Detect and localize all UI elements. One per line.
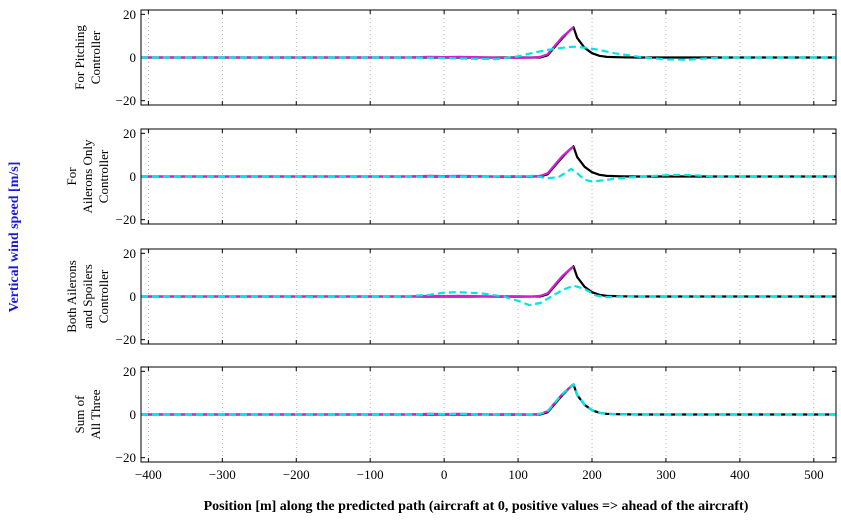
y-tick-label: 20 [123,7,136,22]
y-tick-label: −20 [116,93,136,108]
panel-y-label: ForAilerons OnlyController [64,139,111,214]
x-tick-label: 0 [441,467,448,482]
x-tick-label: 500 [804,467,824,482]
x-tick-label: 100 [508,467,528,482]
series-line-cyan [141,284,836,307]
axes-frame [140,9,837,106]
y-tick-label: −20 [116,212,136,227]
x-tick-label: −300 [209,467,236,482]
panel-y-label-line: Controller [96,269,111,323]
y-tick-label: 0 [130,50,137,65]
axes-frame [140,248,837,345]
axes-frame [140,366,837,463]
panel-1: 20 0 −20 For PitchingController [72,7,837,108]
series-line-cyan [141,383,836,416]
x-tick-label: 400 [730,467,750,482]
series-line-magenta [141,265,575,298]
panel-y-label-line: Controller [96,149,111,203]
y-tick-label: 20 [123,246,136,261]
y-tick-label: 0 [130,289,137,304]
panel-y-label-line: All Three [88,389,103,439]
panel-y-label-line: Ailerons Only [80,139,95,214]
y-tick-label: 20 [123,126,136,141]
panel-y-label-line: Sum of [72,395,87,434]
y-tick-label: −20 [116,450,136,465]
super-y-axis-label: Vertical wind speed [m/s] [7,162,22,313]
panel-y-label-line: and Spoilers [80,264,95,329]
y-tick-label: 0 [130,407,137,422]
panel-y-label: Sum ofAll Three [72,389,103,439]
panel-y-label-line: Both Ailerons [64,260,79,333]
y-tick-label: −20 [116,332,136,347]
panel-y-label-line: For Pitching [72,25,87,90]
x-tick-label: 300 [656,467,676,482]
x-tick-label: −100 [357,467,384,482]
panel-y-label: For PitchingController [72,25,103,90]
x-axis-label: Position [m] along the predicted path (a… [204,499,749,514]
panel-2: 20 0 −20 ForAilerons OnlyController [64,126,837,227]
panel-y-label-line: Controller [88,30,103,84]
series-line-cyan [141,45,836,61]
axes-frame [140,128,837,225]
y-tick-label: 0 [130,169,137,184]
y-tick-label: 20 [123,364,136,379]
x-tick-label: −400 [135,467,162,482]
panel-y-label: Both Aileronsand SpoilersController [64,260,111,333]
panel-y-label-line: For [64,167,79,186]
panel-3: 20 0 −20 Both Aileronsand SpoilersControlle… [64,246,837,347]
x-tick-label: −200 [283,467,310,482]
series-line-cyan [141,167,836,183]
x-tick-label: 200 [582,467,602,482]
